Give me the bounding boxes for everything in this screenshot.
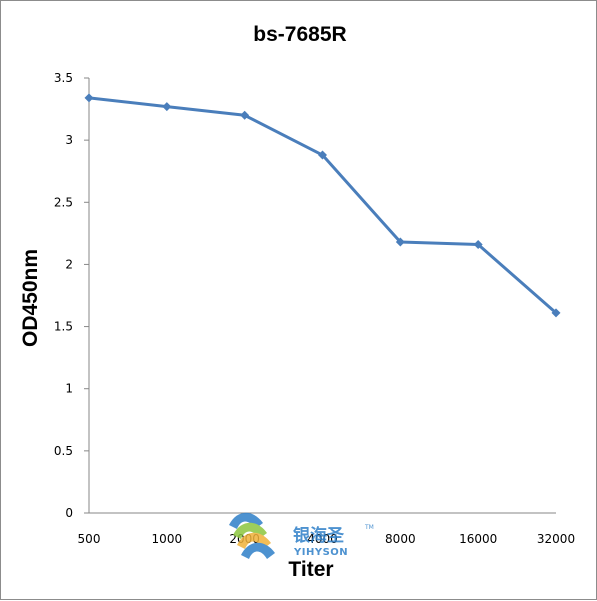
x-tick-label: 32000 bbox=[537, 532, 575, 546]
y-tick-labels: 0 0.5 1 1.5 2 2.5 3 3.5 bbox=[54, 71, 73, 520]
data-point-marker bbox=[162, 102, 172, 112]
brand-watermark: 银海圣 TM YIHYSON bbox=[229, 512, 374, 559]
y-tick-label: 2.5 bbox=[54, 195, 73, 209]
data-point-marker bbox=[551, 308, 561, 318]
brand-trademark: TM bbox=[364, 524, 374, 531]
y-tick-label: 3.5 bbox=[54, 71, 73, 85]
x-tick-label: 4000 bbox=[307, 532, 338, 546]
data-point-marker bbox=[240, 110, 250, 120]
y-tick-label: 1.5 bbox=[54, 320, 73, 334]
data-point-marker bbox=[473, 240, 483, 250]
y-tick-label: 3 bbox=[65, 133, 73, 147]
x-tick-label: 500 bbox=[78, 532, 101, 546]
data-point-marker bbox=[318, 150, 327, 160]
y-tick-label: 0.5 bbox=[54, 444, 73, 458]
brand-name-cn: 银海圣 bbox=[293, 525, 345, 546]
x-tick-label: 8000 bbox=[385, 532, 416, 546]
y-tick-label: 2 bbox=[65, 257, 73, 271]
data-point-marker bbox=[84, 93, 94, 103]
y-axis-title: OD450nm bbox=[19, 249, 42, 347]
brand-name-en: YIHYSON bbox=[293, 547, 348, 558]
brand-logo bbox=[229, 512, 275, 559]
axes bbox=[84, 77, 556, 514]
y-tick-label: 0 bbox=[65, 506, 73, 520]
x-axis-title: Titer bbox=[288, 558, 333, 581]
x-tick-label: 1000 bbox=[152, 532, 183, 546]
x-tick-label: 16000 bbox=[459, 532, 497, 546]
series-line bbox=[87, 96, 558, 315]
chart-title: bs-7685R bbox=[253, 23, 346, 46]
series-markers bbox=[84, 93, 561, 318]
y-tick-label: 1 bbox=[65, 382, 73, 396]
data-point-marker bbox=[395, 237, 405, 247]
